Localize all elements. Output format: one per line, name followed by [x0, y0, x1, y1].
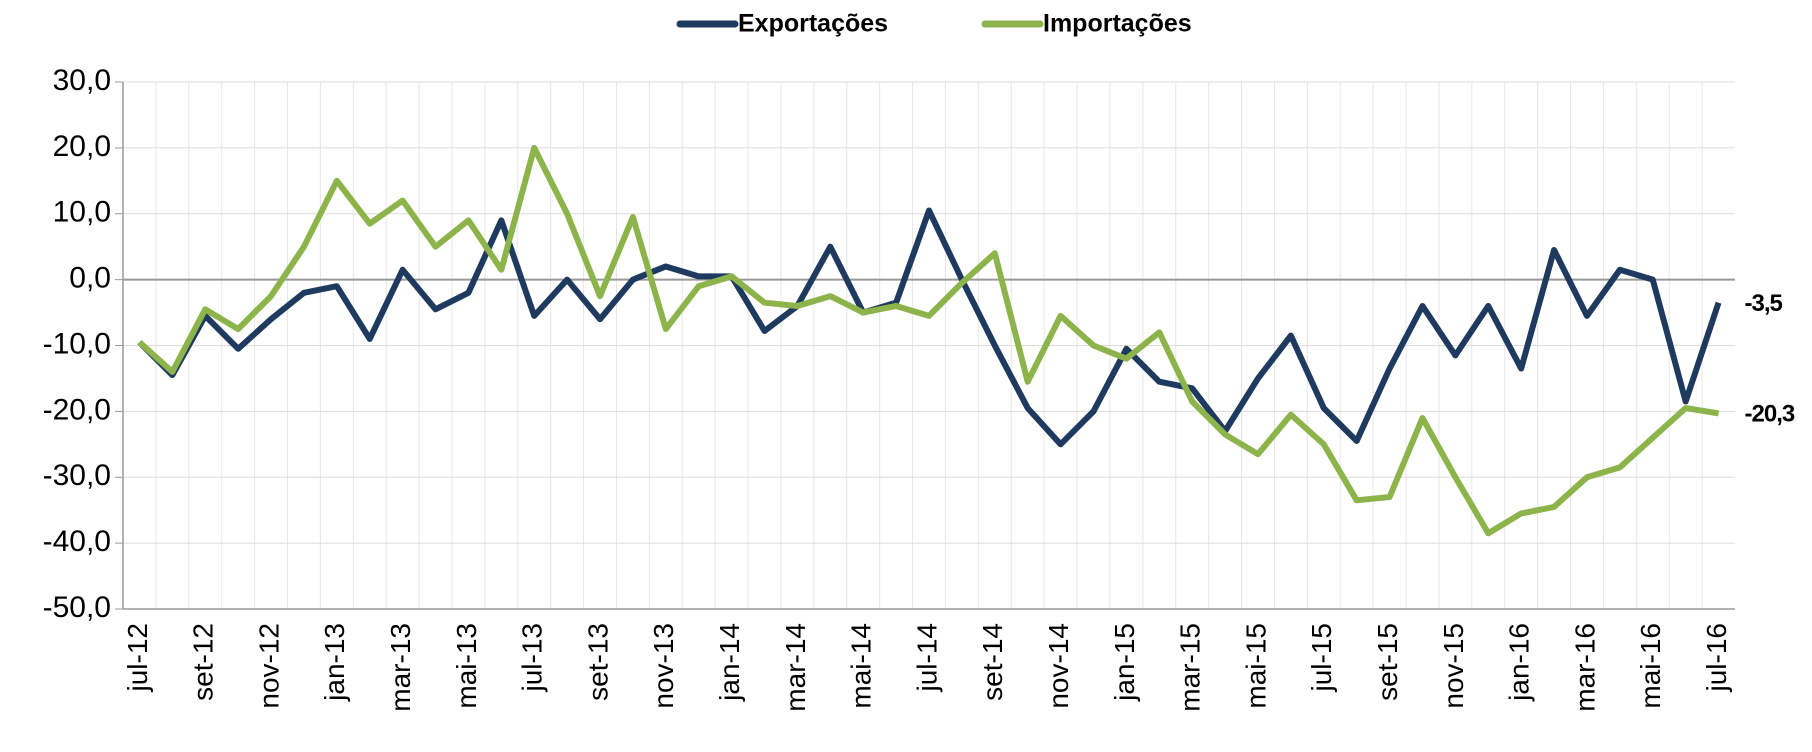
x-tick-label: set-14: [977, 623, 1008, 701]
y-tick-label: -10,0: [43, 327, 111, 360]
y-tick-label: -20,0: [43, 393, 111, 426]
x-tick-label: mar-14: [780, 623, 811, 712]
y-tick-label: 10,0: [53, 196, 111, 229]
x-tick-label: jan-16: [1504, 623, 1535, 702]
series-line: [137, 144, 1720, 537]
legend-label: Importações: [1043, 10, 1192, 38]
x-tick-label: mar-15: [1175, 623, 1206, 712]
x-tick-label: jan-14: [714, 623, 745, 702]
x-tick-label: mar-13: [385, 623, 416, 712]
x-tick-label: mai-15: [1240, 623, 1271, 709]
legend-label: Exportações: [738, 10, 888, 38]
y-tick-label: -40,0: [43, 525, 111, 558]
y-tick-label: 20,0: [53, 130, 111, 163]
y-tick-label: 30,0: [53, 64, 111, 97]
x-tick-label: jul-14: [911, 623, 942, 692]
y-tick-label: -30,0: [43, 459, 111, 492]
y-tick-label: -50,0: [43, 591, 111, 624]
x-tick-label: set-13: [582, 623, 613, 701]
y-tick-label: 0,0: [69, 262, 111, 295]
x-tick-label: jul-13: [517, 623, 548, 692]
series-line: [137, 207, 1722, 448]
x-tick-label: mai-13: [451, 623, 482, 709]
x-tick-label: jan-15: [1109, 623, 1140, 702]
x-tick-label: jan-13: [319, 623, 350, 702]
x-tick-label: nov-13: [648, 623, 679, 709]
x-tick-label: mai-16: [1635, 623, 1666, 709]
x-tick-label: nov-14: [1043, 623, 1074, 709]
x-tick-label: jul-15: [1306, 623, 1337, 692]
x-tick-label: nov-15: [1438, 623, 1469, 709]
x-tick-label: mar-16: [1569, 623, 1600, 712]
data-label: -3,5: [1745, 290, 1783, 317]
data-label: -20,3: [1745, 401, 1795, 428]
x-tick-label: set-12: [188, 623, 219, 701]
x-tick-label: nov-12: [253, 623, 284, 709]
x-tick-label: jul-12: [122, 623, 153, 692]
x-tick-label: jul-16: [1701, 623, 1732, 692]
x-tick-label: mai-14: [846, 623, 877, 709]
x-tick-label: set-15: [1372, 623, 1403, 701]
